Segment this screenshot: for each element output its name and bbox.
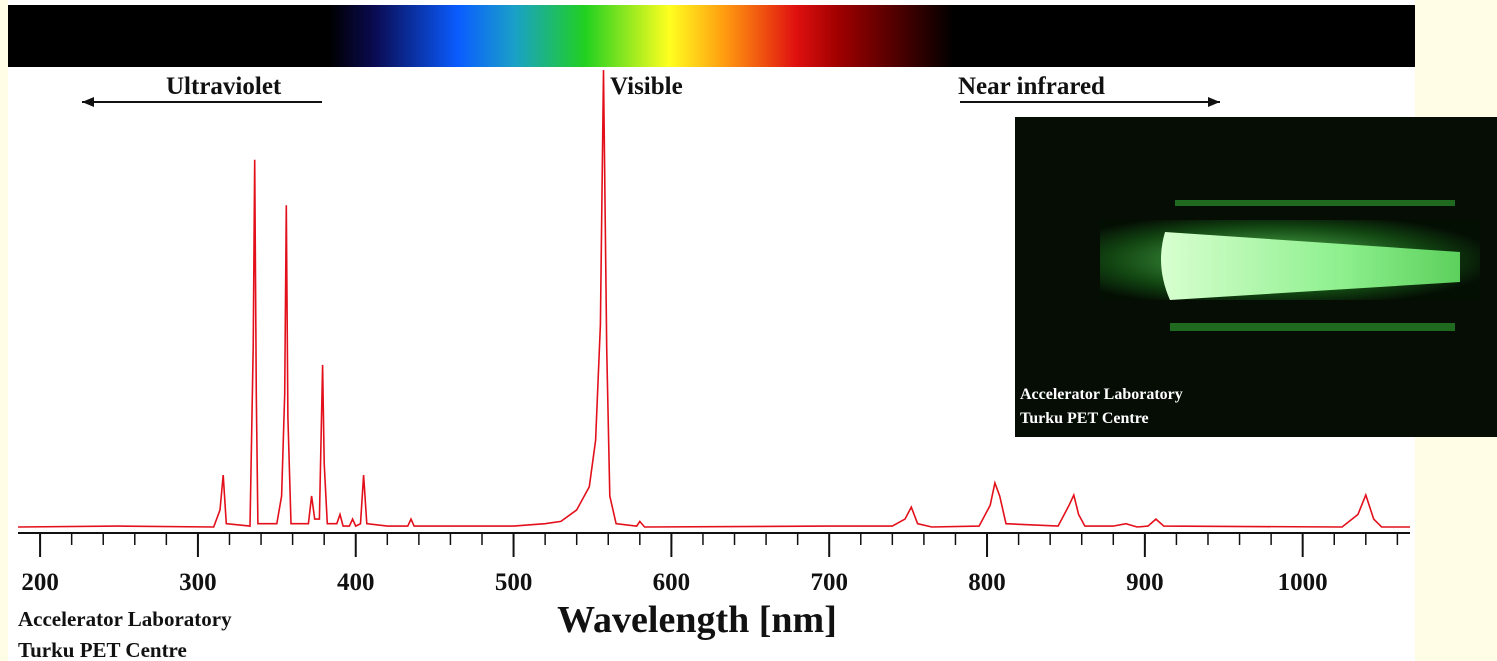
x-tick-label: 1000 <box>1278 569 1328 596</box>
credit: Turku PET Centre <box>18 638 187 661</box>
annotation: Near infrared <box>958 73 1105 100</box>
arrow-head <box>82 97 94 107</box>
inset-photo: Accelerator Laboratory Turku PET Centre <box>1015 117 1497 437</box>
arrow-head <box>1208 97 1220 107</box>
x-tick-label: 300 <box>179 569 217 596</box>
credit: Accelerator Laboratory <box>18 607 232 631</box>
annotation: Visible <box>610 73 683 100</box>
photo-caption: Turku PET Centre <box>1020 410 1149 427</box>
annotation: Ultraviolet <box>166 73 282 100</box>
spectrum-bar <box>8 5 1415 67</box>
photo-tube-edge <box>1175 200 1455 206</box>
x-tick-label: 900 <box>1126 569 1164 596</box>
x-tick-label: 600 <box>653 569 691 596</box>
x-tick-label: 200 <box>21 569 59 596</box>
x-tick-label: 400 <box>337 569 375 596</box>
x-tick-label: 800 <box>968 569 1006 596</box>
x-tick-label: 700 <box>810 569 848 596</box>
x-tick-label: 500 <box>495 569 533 596</box>
photo-caption: Accelerator Laboratory <box>1020 386 1183 403</box>
spectrum-line <box>17 69 1410 528</box>
photo-beam <box>1161 232 1460 300</box>
x-axis-title: Wavelength [nm] <box>557 599 837 641</box>
photo-tube-edge <box>1170 323 1455 331</box>
